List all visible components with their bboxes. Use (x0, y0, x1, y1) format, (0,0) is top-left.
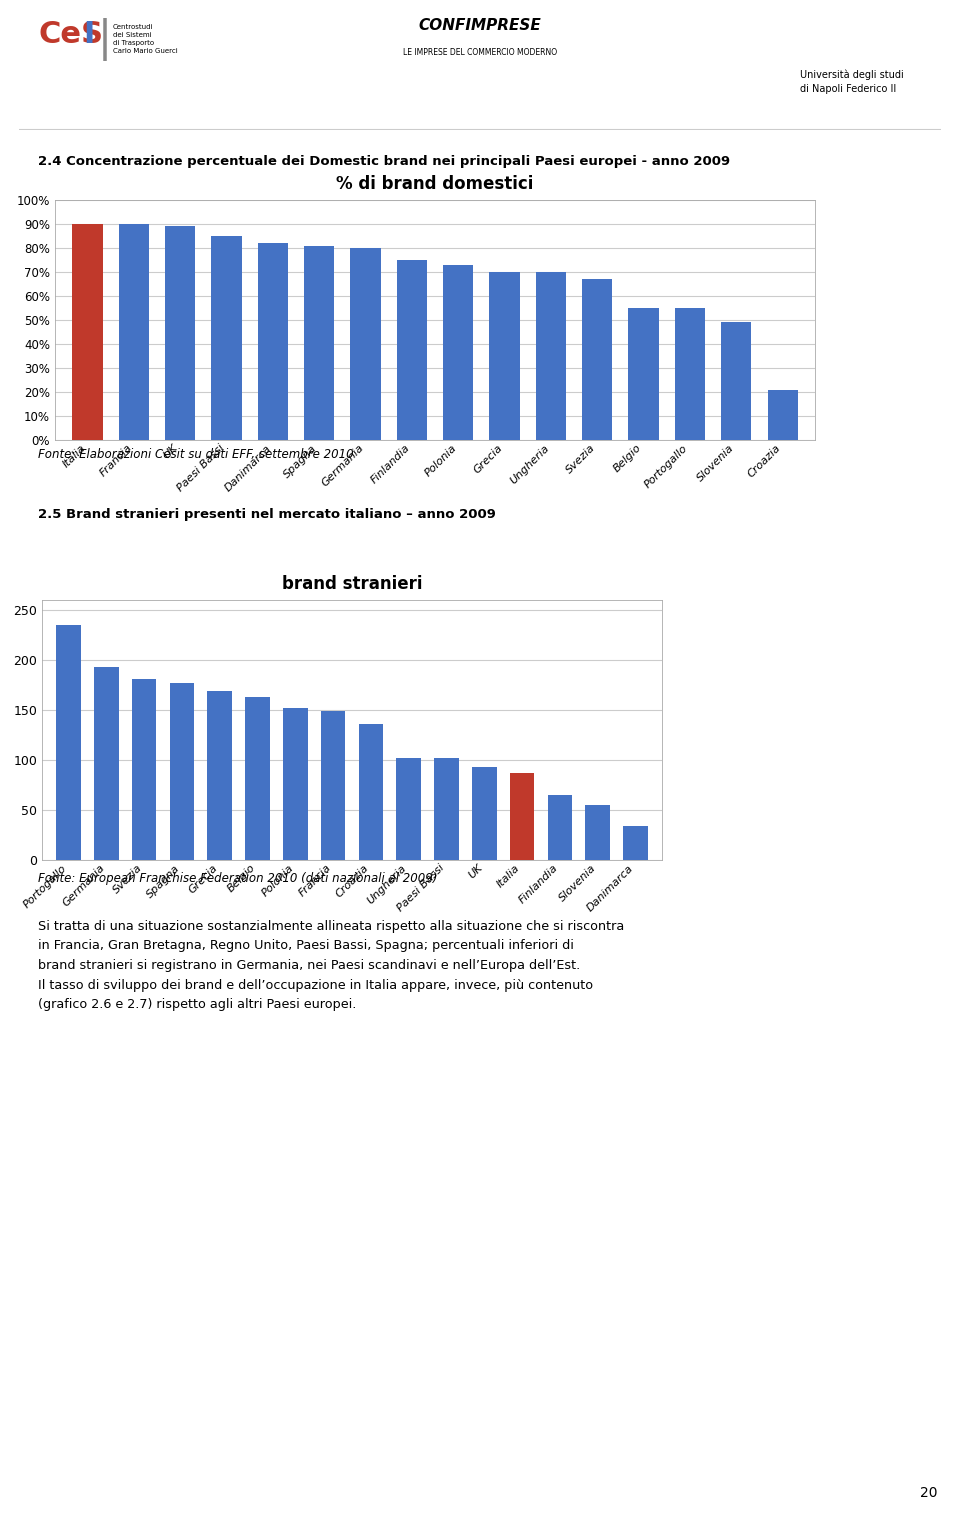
Bar (304, 245, 334, 441)
Bar (396, 759, 421, 860)
Bar (94, 668, 118, 860)
Bar (629, 307, 659, 441)
Bar (283, 709, 307, 860)
Bar (245, 696, 270, 860)
Bar (547, 795, 572, 860)
Bar (434, 759, 459, 860)
Text: CONFIMPRESE: CONFIMPRESE (419, 18, 541, 33)
Text: LE IMPRESE DEL COMMERCIO MODERNO: LE IMPRESE DEL COMMERCIO MODERNO (403, 48, 557, 58)
Bar (675, 307, 705, 441)
Text: Centrostudi
dei Sistemi
di Trasporto
Carlo Mario Guerci: Centrostudi dei Sistemi di Trasporto Car… (113, 24, 178, 55)
Bar (207, 690, 232, 860)
Title: % di brand domestici: % di brand domestici (336, 176, 534, 192)
Bar (57, 625, 81, 860)
Text: |: | (98, 18, 112, 61)
Bar (510, 774, 535, 860)
Bar (211, 236, 242, 441)
Bar (359, 724, 383, 860)
Bar (444, 265, 473, 441)
Text: Fonte: European Franchise Federation 2010 (dati nazionali al 2009): Fonte: European Franchise Federation 201… (38, 872, 438, 886)
Bar (396, 260, 427, 441)
Bar (721, 322, 752, 441)
Bar (586, 805, 610, 860)
Bar (582, 279, 612, 441)
Bar (170, 683, 194, 860)
Title: brand stranieri: brand stranieri (281, 575, 422, 593)
Text: Fonte: Elaborazioni Cesit su dati EFF, settembre 2010: Fonte: Elaborazioni Cesit su dati EFF, s… (38, 448, 353, 460)
Text: 20: 20 (920, 1487, 938, 1500)
Bar (165, 227, 195, 441)
Text: I: I (83, 20, 94, 48)
Bar (72, 224, 103, 441)
Bar (472, 768, 496, 860)
Bar (490, 273, 519, 441)
Text: 2.5 Brand stranieri presenti nel mercato italiano – anno 2009: 2.5 Brand stranieri presenti nel mercato… (38, 509, 496, 521)
Text: CeS: CeS (38, 20, 103, 48)
Bar (119, 224, 149, 441)
Text: Università degli studi
di Napoli Federico II: Università degli studi di Napoli Federic… (800, 70, 903, 94)
Bar (132, 678, 156, 860)
Bar (536, 273, 565, 441)
Text: Si tratta di una situazione sostanzialmente allineata rispetto alla situazione c: Si tratta di una situazione sostanzialme… (38, 921, 624, 1011)
Bar (350, 248, 380, 441)
Bar (623, 827, 648, 860)
Bar (257, 244, 288, 441)
Bar (321, 712, 346, 860)
Text: 2.4 Concentrazione percentuale dei Domestic brand nei principali Paesi europei -: 2.4 Concentrazione percentuale dei Domes… (38, 154, 731, 168)
Bar (767, 389, 798, 441)
